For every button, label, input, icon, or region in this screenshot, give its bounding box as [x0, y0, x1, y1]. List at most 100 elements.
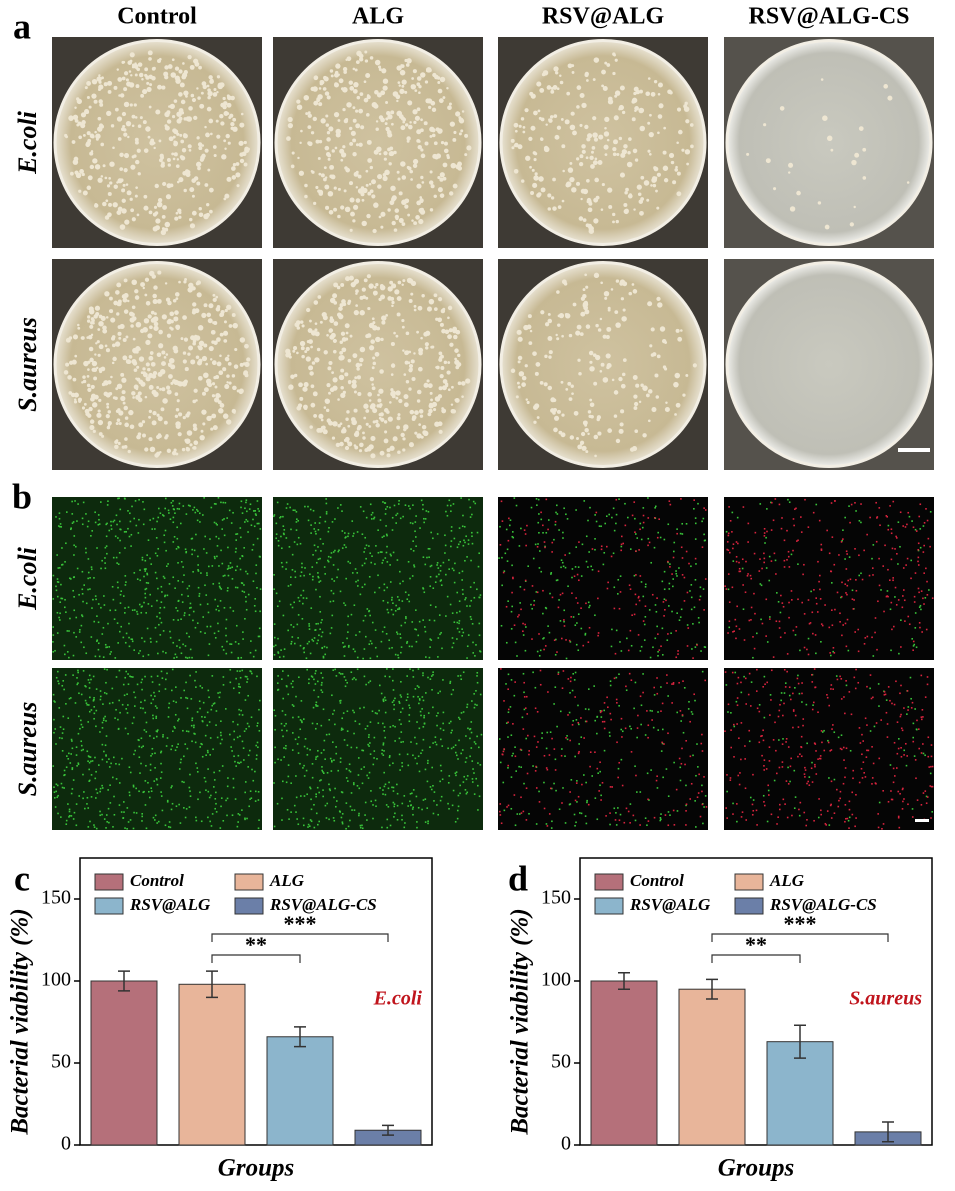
cell [156, 675, 159, 677]
colony [104, 215, 110, 220]
colony [548, 350, 553, 355]
colony [457, 166, 463, 171]
cell [912, 640, 915, 643]
cell [472, 500, 475, 503]
cell [212, 748, 214, 751]
cell [348, 644, 350, 647]
cell [385, 508, 387, 510]
cell [217, 622, 219, 625]
colony [100, 315, 106, 321]
cell [236, 825, 239, 828]
cell [286, 503, 289, 505]
cell [80, 744, 83, 747]
cell [535, 498, 538, 500]
cell [290, 782, 292, 784]
colony [327, 190, 334, 197]
colony [300, 129, 303, 133]
colony [128, 70, 132, 73]
colony [191, 194, 195, 198]
colony [572, 302, 577, 307]
cell [84, 547, 87, 550]
colony [134, 194, 138, 198]
cell [726, 548, 728, 551]
cell [180, 560, 183, 563]
cell [219, 827, 222, 829]
cell [912, 526, 915, 529]
cell [234, 798, 237, 800]
colony [849, 222, 854, 227]
cell [876, 648, 878, 651]
cell [908, 623, 911, 626]
cell [633, 501, 636, 503]
colony [311, 170, 315, 174]
cell [681, 522, 684, 525]
colony [779, 106, 785, 111]
colony [170, 364, 176, 370]
colony [223, 339, 228, 343]
colony [156, 352, 162, 358]
cell [876, 517, 878, 519]
colony [133, 63, 139, 69]
colony [559, 80, 564, 85]
cell [278, 600, 281, 603]
cell [197, 568, 199, 571]
colony [186, 430, 193, 436]
colony [114, 107, 119, 112]
colony [137, 397, 143, 403]
cell [399, 637, 402, 639]
cell [597, 632, 600, 634]
colony [580, 188, 586, 194]
cell [307, 505, 309, 508]
colony [375, 419, 379, 424]
colony [419, 128, 424, 133]
colony [354, 68, 358, 72]
colony [345, 417, 349, 421]
cell [78, 715, 80, 718]
cell [291, 553, 294, 556]
colony [92, 158, 98, 164]
colony [419, 414, 424, 418]
cell [381, 536, 384, 539]
cell [676, 532, 678, 535]
cell [171, 785, 173, 787]
colony [143, 205, 149, 211]
colony [656, 206, 660, 210]
cell [256, 586, 258, 589]
cell [231, 750, 233, 752]
cell [669, 566, 671, 568]
cell [89, 820, 91, 823]
colony [542, 70, 549, 76]
cell [106, 552, 108, 555]
colony [567, 381, 572, 386]
cell [165, 549, 167, 552]
cell [290, 640, 293, 643]
cell [775, 573, 777, 575]
cell [929, 511, 932, 513]
cell [163, 577, 166, 579]
cell [142, 655, 145, 658]
cell [228, 509, 231, 512]
cell [770, 501, 772, 504]
cell [151, 528, 154, 530]
cell [461, 634, 464, 637]
cell [136, 578, 139, 580]
cell [73, 535, 76, 537]
cell [818, 519, 821, 522]
cell [412, 550, 415, 552]
cell [124, 497, 126, 500]
colony [317, 157, 321, 160]
cell [143, 568, 146, 570]
cell [499, 525, 501, 528]
cell [177, 580, 180, 582]
cell [178, 639, 181, 641]
colony [389, 280, 394, 285]
colony [420, 336, 423, 340]
cell [314, 522, 316, 524]
cell [99, 810, 101, 813]
colony [114, 341, 121, 347]
colony [370, 453, 376, 459]
cell [699, 595, 702, 598]
colony [594, 157, 598, 161]
cell [54, 728, 57, 730]
cell [435, 575, 438, 578]
